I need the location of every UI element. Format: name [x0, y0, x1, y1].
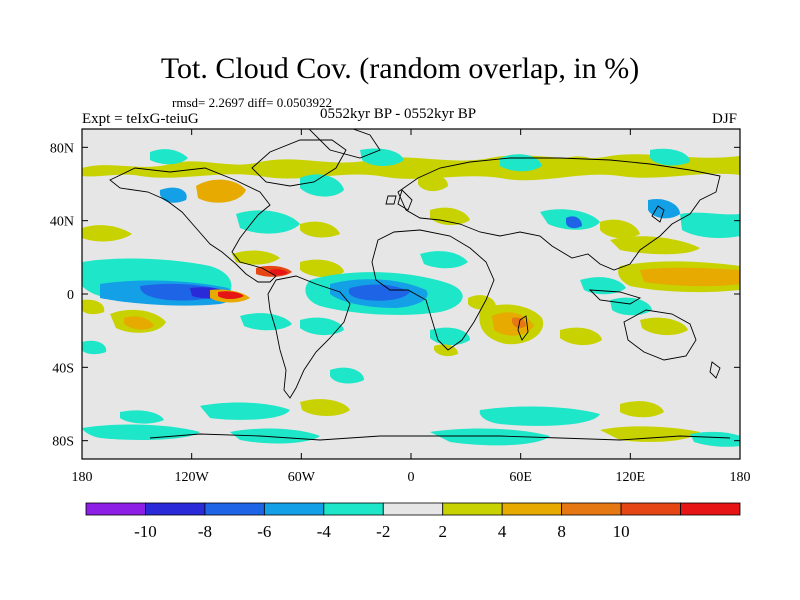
colorbar-swatch: [442, 502, 503, 516]
rmsd-diff-text: rmsd= 2.2697 diff= 0.0503922: [172, 95, 332, 110]
colorbar-swatch: [204, 502, 265, 516]
anomaly-field: [82, 148, 740, 447]
colorbar-label: -8: [198, 522, 212, 541]
y-tick-label: 0: [67, 288, 74, 303]
x-tick-label: 120E: [616, 470, 646, 485]
colorbar-swatch: [145, 502, 206, 516]
x-tick-label: 0: [408, 470, 415, 485]
colorbar-swatch: [85, 502, 146, 516]
colorbar-label: -6: [257, 522, 271, 541]
colorbar-swatch: [323, 502, 384, 516]
colorbar-label: 4: [498, 522, 507, 541]
colorbar-label: -2: [376, 522, 390, 541]
experiment-label: Expt = teIxG-teiuG: [82, 111, 199, 127]
x-tick-label: 180: [730, 470, 751, 485]
x-tick-label: 60E: [509, 470, 532, 485]
y-tick-label: 80N: [50, 141, 74, 156]
y-tick-label: 80S: [52, 435, 74, 450]
x-tick-label: 60W: [288, 470, 316, 485]
x-tick-label: 180: [72, 470, 93, 485]
colorbar: -10 -8 -6 -4 -2 2 4 8 10: [85, 502, 741, 541]
y-tick-label: 40N: [50, 215, 74, 230]
colorbar-label: 2: [438, 522, 447, 541]
y-tick-label: 40S: [52, 361, 74, 376]
colorbar-swatch: [620, 502, 681, 516]
map-title: Tot. Cloud Cov. (random overlap, in %): [160, 52, 640, 85]
colorbar-label: 10: [613, 522, 630, 541]
colorbar-swatch: [680, 502, 741, 516]
colorbar-label: -4: [317, 522, 332, 541]
x-tick-label: 120W: [175, 470, 210, 485]
axis-ticks: 180 120W 60W 0 60E 120E 180 80N 40N 0 40S 80S: [50, 129, 751, 485]
colorbar-swatch: [561, 502, 622, 516]
coastlines: [109, 129, 731, 441]
colorbar-label: 8: [557, 522, 566, 541]
period-label: 0552kyr BP - 0552kyr BP: [320, 106, 477, 122]
colorbar-swatch: [501, 502, 563, 516]
colorbar-swatch: [382, 502, 444, 516]
season-label: DJF: [712, 111, 738, 127]
colorbar-swatch: [263, 502, 325, 516]
colorbar-label: -10: [134, 522, 157, 541]
